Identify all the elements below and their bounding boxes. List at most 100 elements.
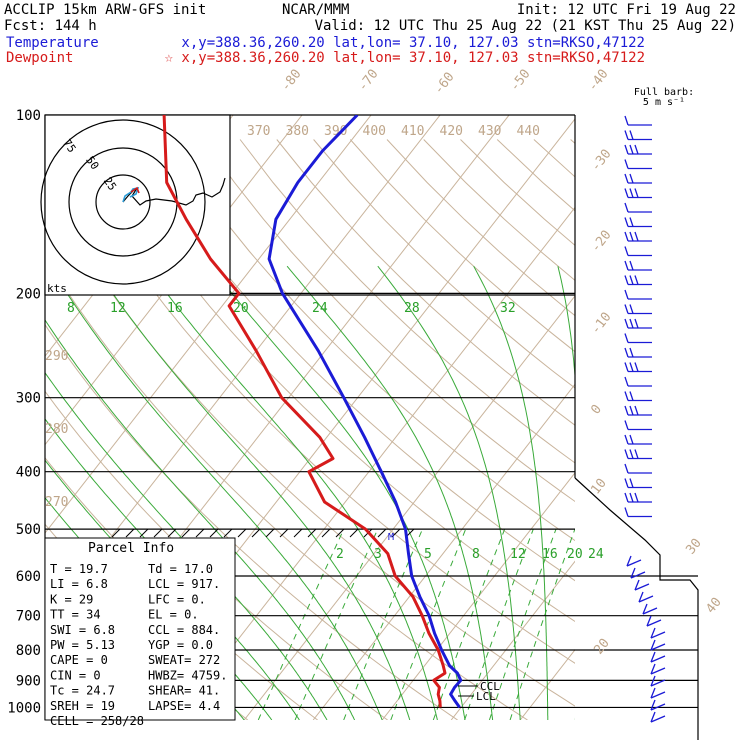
parcel-info-left-cell: Tc = 24.7 xyxy=(50,684,115,698)
parcel-info-panel: Parcel Info T = 19.7 Td = 17.0 LI = 6.8 LCL… xyxy=(44,537,236,728)
hodograph-ring-label-75: 75 xyxy=(60,137,78,155)
isotherm-label: 30 xyxy=(683,536,704,558)
wind-barb-flag xyxy=(624,188,629,198)
mixing-ratio-line xyxy=(257,528,345,720)
isotherm-line xyxy=(174,206,575,720)
wind-barb-flag xyxy=(629,478,634,488)
freezing-hatch xyxy=(111,528,121,538)
wind-profile-panel xyxy=(574,477,699,740)
hodograph-ring-25 xyxy=(95,174,151,230)
wind-barb-shaft xyxy=(650,715,666,723)
header-forecast: Fcst: 144 h xyxy=(4,18,97,34)
dry-adiabat-line xyxy=(496,139,575,212)
wind-barb-flag xyxy=(629,275,634,285)
hodograph-frame xyxy=(44,114,231,296)
wind-barb-flag xyxy=(629,173,634,184)
pressure-tick-label: 600 xyxy=(16,569,41,585)
parcel-info-title: Parcel Info xyxy=(88,541,174,556)
level-markers: CCL LCL M xyxy=(388,532,500,703)
mixing-ratio-line xyxy=(294,528,379,720)
mixing-ratio-label: 2 xyxy=(336,547,344,562)
freezing-hatch xyxy=(209,528,219,538)
freezing-hatch xyxy=(251,528,261,538)
theta-label: 270 xyxy=(45,495,68,510)
mixing-ratio-label: 24 xyxy=(312,301,328,316)
isotherm-line xyxy=(589,115,740,720)
wind-barb-flag xyxy=(624,275,629,285)
mixing-ratio-label: 16 xyxy=(542,547,558,562)
isotherm-label: -50 xyxy=(507,67,533,95)
hodograph: 75 50 25 kts xyxy=(40,114,231,296)
wind-barb-flag xyxy=(629,434,634,445)
wind-barb-flag xyxy=(642,603,648,615)
freezing-hatch xyxy=(153,528,163,538)
isotherm-label: -20 xyxy=(588,228,614,256)
wind-barb-flag xyxy=(624,159,629,169)
isotherm-label: 0 xyxy=(588,402,605,417)
dry-adiabat-line xyxy=(129,139,575,582)
hodograph-ring-label-50: 50 xyxy=(83,154,101,172)
parcel-info-right-cell: SWEAT= 272 xyxy=(148,653,220,667)
mixing-ratio-label: 12 xyxy=(110,301,126,316)
header-valid: Valid: 12 UTC Thu 25 Aug 22 (21 KST Thu … xyxy=(315,18,736,34)
isotherm-label: -40 xyxy=(585,67,611,95)
wind-barb-flag xyxy=(629,130,634,140)
theta-label: 370 xyxy=(247,124,270,139)
wind-barb-flag xyxy=(634,231,639,242)
hodograph-units: kts xyxy=(47,282,67,295)
parcel-info-left-cell: SWI = 6.8 xyxy=(50,623,115,637)
parcel-info-left-cell: CAPE = 0 xyxy=(50,653,108,667)
isotherm-label: -80 xyxy=(278,67,304,95)
dry-adiabat-line xyxy=(166,139,575,542)
isotherm-label: 40 xyxy=(703,595,724,617)
isotherm-label: -10 xyxy=(588,310,614,338)
parcel-info-right-cell: LFC = 0. xyxy=(148,592,206,606)
wind-barb-flag xyxy=(624,202,629,213)
dry-adiabat-line xyxy=(349,139,575,353)
wind-barb-flag xyxy=(624,318,629,329)
freezing-hatch xyxy=(139,528,149,538)
wind-barb-flag xyxy=(650,639,656,651)
freezing-hatch xyxy=(167,528,177,538)
pressure-tick-label: 400 xyxy=(16,465,41,481)
theta-label: 410 xyxy=(401,124,424,139)
dry-adiabat-line xyxy=(45,323,458,720)
parcel-info-left-cell: SREH = 19 xyxy=(50,699,115,713)
wind-barb-flag xyxy=(624,173,629,184)
isotherm-line xyxy=(312,383,575,720)
parcel-info-left-cell: PW = 5.13 xyxy=(50,638,115,652)
isotherm-line xyxy=(519,648,575,720)
moist-adiabat-line xyxy=(49,265,383,720)
parcel-info-left-cell: LI = 6.8 xyxy=(50,577,108,591)
parcel-info-left-cell: K = 29 xyxy=(50,592,93,606)
pressure-tick-label: 100 xyxy=(16,108,41,124)
parcel-info-box xyxy=(44,537,236,721)
wind-barb-flag xyxy=(634,362,639,372)
isotherm-label: 10 xyxy=(588,476,609,498)
wind-barb-flag xyxy=(650,627,656,639)
wind-barb-shaft xyxy=(638,595,654,603)
dewpoint-line xyxy=(162,115,447,708)
wind-barb-flag xyxy=(634,405,639,416)
isotherm-line xyxy=(381,472,575,720)
wind-barb-flag xyxy=(629,362,634,372)
header-init: Init: 12 UTC Fri 19 Aug 22 xyxy=(517,2,736,18)
wind-barb-flag xyxy=(629,231,634,242)
wind-barb-flag xyxy=(638,591,644,603)
parcel-info-right-cell: SHEAR= 41. xyxy=(148,684,220,698)
dry-adiabat-line xyxy=(276,139,575,426)
mixing-ratio-label: 20 xyxy=(233,301,249,316)
parcel-info-left-cell: CIN = 0 xyxy=(50,668,101,682)
wind-barb-flag xyxy=(624,231,629,242)
wind-barb-flag xyxy=(624,405,629,416)
barb-legend-line1: Full barb: xyxy=(634,87,694,98)
wind-barb-flag xyxy=(624,115,629,126)
mixing-ratio-label: 12 xyxy=(510,547,526,562)
theta-label: 290 xyxy=(45,349,68,364)
wind-barb-flag xyxy=(634,275,639,285)
wind-barb-flag xyxy=(634,579,640,591)
parcel-info-right-cell: Td = 17.0 xyxy=(148,562,213,576)
wind-barb-flag xyxy=(634,318,639,329)
wind-barb-flag xyxy=(624,130,629,140)
freezing-hatch xyxy=(307,528,317,538)
